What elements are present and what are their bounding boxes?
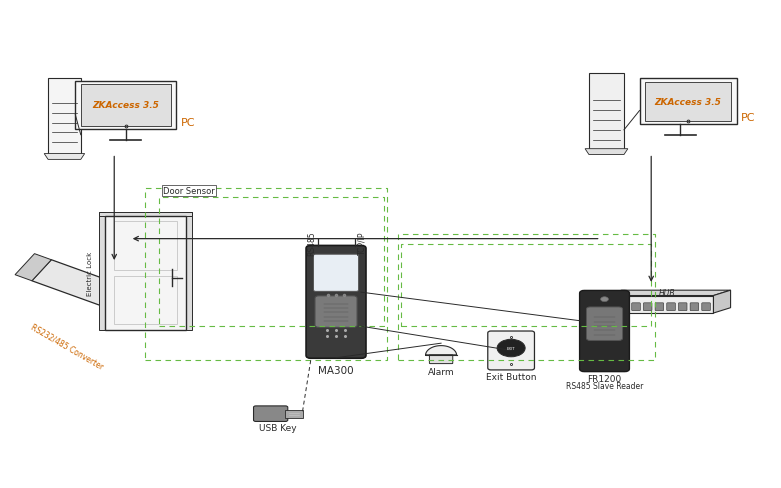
FancyBboxPatch shape xyxy=(667,303,676,311)
FancyBboxPatch shape xyxy=(679,303,687,311)
FancyBboxPatch shape xyxy=(254,406,287,422)
FancyBboxPatch shape xyxy=(580,291,629,372)
Text: HUB: HUB xyxy=(659,288,676,297)
FancyBboxPatch shape xyxy=(608,303,617,311)
Polygon shape xyxy=(32,260,119,305)
Text: Door Sensor: Door Sensor xyxy=(163,186,215,196)
FancyBboxPatch shape xyxy=(313,255,358,292)
FancyBboxPatch shape xyxy=(632,303,640,311)
Text: Alarm: Alarm xyxy=(428,367,455,376)
FancyBboxPatch shape xyxy=(488,331,534,370)
FancyBboxPatch shape xyxy=(306,246,366,359)
Polygon shape xyxy=(48,79,80,154)
Polygon shape xyxy=(604,296,714,313)
Polygon shape xyxy=(99,285,146,315)
FancyBboxPatch shape xyxy=(587,307,622,341)
Polygon shape xyxy=(105,216,186,330)
FancyBboxPatch shape xyxy=(644,303,652,311)
Text: FR1200: FR1200 xyxy=(587,374,622,383)
Polygon shape xyxy=(585,149,628,155)
Text: EXIT: EXIT xyxy=(507,346,515,350)
Polygon shape xyxy=(604,290,730,296)
Text: ZKAccess 3.5: ZKAccess 3.5 xyxy=(654,98,722,106)
Polygon shape xyxy=(45,154,84,160)
Text: Electric Lock: Electric Lock xyxy=(87,251,93,295)
FancyBboxPatch shape xyxy=(620,303,629,311)
Polygon shape xyxy=(640,79,736,125)
Text: MA300: MA300 xyxy=(318,366,354,375)
Text: Exit Button: Exit Button xyxy=(486,372,537,381)
Polygon shape xyxy=(15,254,52,281)
Polygon shape xyxy=(645,82,731,122)
Circle shape xyxy=(601,297,608,302)
Polygon shape xyxy=(99,213,105,330)
Polygon shape xyxy=(186,213,191,330)
FancyBboxPatch shape xyxy=(315,296,357,328)
Circle shape xyxy=(497,340,525,357)
Text: RS485 Slave Reader: RS485 Slave Reader xyxy=(565,381,644,390)
Text: TCP/IP: TCP/IP xyxy=(357,231,366,255)
Polygon shape xyxy=(99,213,191,216)
Text: ZKAccess 3.5: ZKAccess 3.5 xyxy=(92,101,159,110)
Text: PC: PC xyxy=(180,118,195,127)
Polygon shape xyxy=(75,81,177,130)
Polygon shape xyxy=(285,410,302,418)
Text: PC: PC xyxy=(740,113,755,122)
Polygon shape xyxy=(426,346,457,356)
FancyBboxPatch shape xyxy=(430,355,453,364)
FancyBboxPatch shape xyxy=(702,303,711,311)
Polygon shape xyxy=(589,74,624,149)
Text: RS485: RS485 xyxy=(308,230,316,255)
FancyBboxPatch shape xyxy=(690,303,699,311)
Polygon shape xyxy=(714,290,730,313)
Polygon shape xyxy=(80,85,171,126)
Text: RS232/485 Converter: RS232/485 Converter xyxy=(30,322,105,370)
Text: USB Key: USB Key xyxy=(259,424,297,432)
FancyBboxPatch shape xyxy=(655,303,664,311)
